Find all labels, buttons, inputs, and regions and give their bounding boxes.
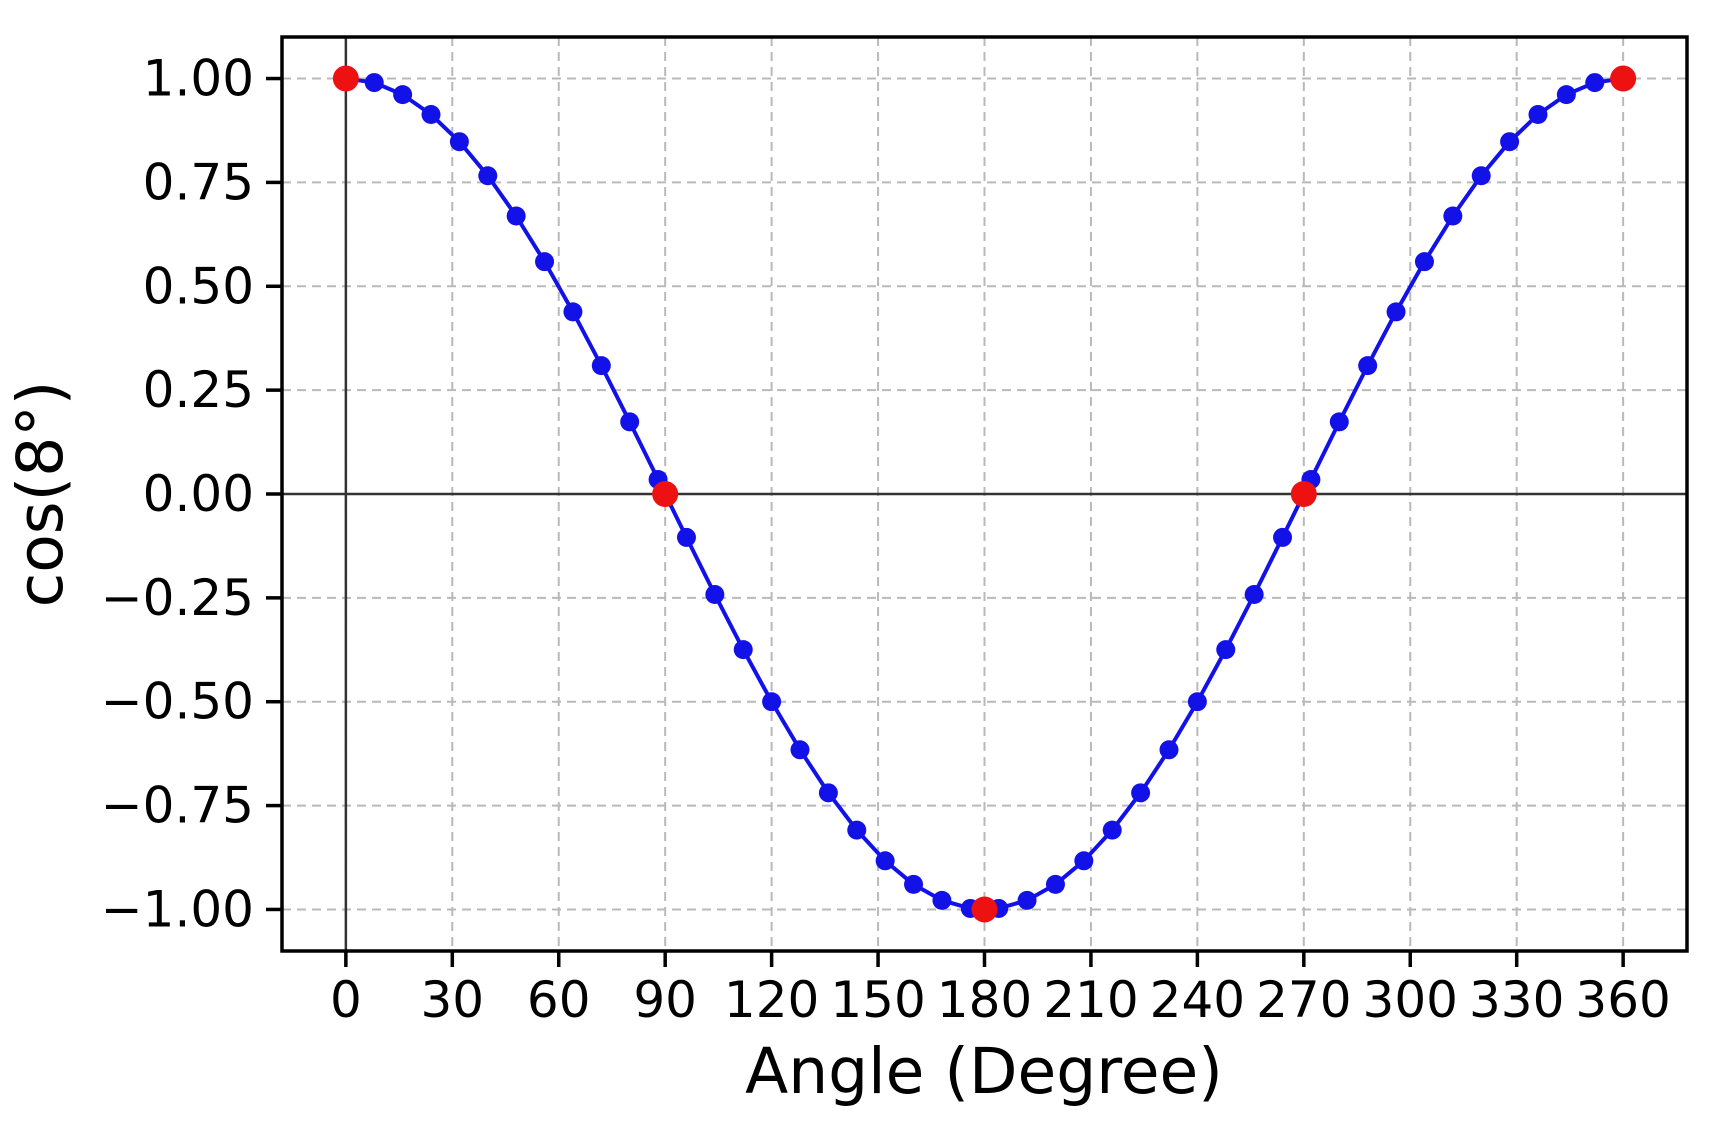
series-marker (1443, 206, 1463, 226)
x-tick-label: 90 (633, 971, 697, 1029)
highlight-marker (971, 896, 998, 923)
x-tick-label: 270 (1256, 971, 1351, 1029)
series-marker (364, 73, 384, 93)
series-marker (733, 640, 753, 660)
highlight-marker (652, 481, 679, 507)
highlight-marker (1290, 481, 1317, 507)
series-marker (449, 132, 469, 152)
series-marker (1500, 132, 1520, 152)
y-tick-label: 1.00 (143, 50, 254, 108)
x-tick-label: 60 (527, 971, 591, 1029)
series-marker (1045, 874, 1065, 894)
series-marker (1159, 740, 1179, 760)
y-tick-label: −1.00 (101, 880, 254, 938)
x-tick-label: 120 (724, 971, 819, 1029)
x-tick-label: 360 (1575, 971, 1670, 1029)
series-marker (1074, 851, 1094, 871)
y-axis-label: cos(8°) (4, 381, 77, 608)
series-marker (1471, 166, 1491, 186)
series-marker (1017, 890, 1037, 910)
series-marker (563, 302, 583, 322)
series-marker (620, 412, 640, 432)
series-marker (1329, 412, 1349, 432)
zero-lines-layer (282, 37, 1687, 951)
y-tick-label: −0.75 (101, 777, 254, 835)
x-tick-label: 330 (1469, 971, 1564, 1029)
series-marker (1244, 584, 1264, 604)
x-tick-label: 180 (937, 971, 1032, 1029)
series-marker (1216, 640, 1236, 660)
series-marker (1131, 783, 1151, 803)
y-tick-label: −0.50 (101, 673, 254, 731)
series-marker (790, 740, 810, 760)
y-tick-label: 0.75 (143, 153, 254, 211)
y-tick-label: 0.00 (143, 465, 254, 523)
series-marker (591, 356, 611, 376)
x-tick-label: 240 (1150, 971, 1245, 1029)
x-tick-label: 0 (330, 971, 362, 1029)
x-tick-label: 150 (830, 971, 925, 1029)
series-marker (1273, 527, 1293, 547)
series-marker (421, 104, 441, 124)
series-marker (506, 206, 526, 226)
series-marker (818, 783, 838, 803)
series-marker (1414, 252, 1434, 272)
series-marker (676, 527, 696, 547)
highlight-marker (1610, 65, 1637, 92)
series-marker (847, 820, 867, 840)
tick-layer: 0 30 60 90 120 150 180 210 240 270 300 330 360 1.00 0.… (101, 50, 1671, 1029)
y-tick-label: 0.50 (143, 257, 254, 315)
series-marker (1358, 356, 1378, 376)
x-tick-label: 300 (1363, 971, 1458, 1029)
series-marker (705, 584, 725, 604)
series-marker (478, 166, 498, 186)
x-tick-label: 30 (420, 971, 484, 1029)
series-marker (1187, 692, 1207, 712)
series-marker (535, 252, 555, 272)
series-marker (1386, 302, 1406, 322)
series-marker (1102, 820, 1122, 840)
x-axis-label: Angle (Degree) (745, 1035, 1223, 1108)
highlight-marker (332, 65, 359, 92)
y-tick-label: 0.25 (143, 361, 254, 419)
series-marker (904, 874, 924, 894)
x-tick-label: 210 (1043, 971, 1138, 1029)
series-marker (1556, 85, 1576, 105)
series-marker (1585, 73, 1605, 93)
series-marker (932, 890, 952, 910)
data-layer (332, 65, 1637, 923)
y-tick-label: −0.25 (101, 569, 254, 627)
series-marker (875, 851, 895, 871)
series-marker (762, 692, 782, 712)
series-marker (1528, 104, 1548, 124)
series-marker (393, 85, 413, 105)
